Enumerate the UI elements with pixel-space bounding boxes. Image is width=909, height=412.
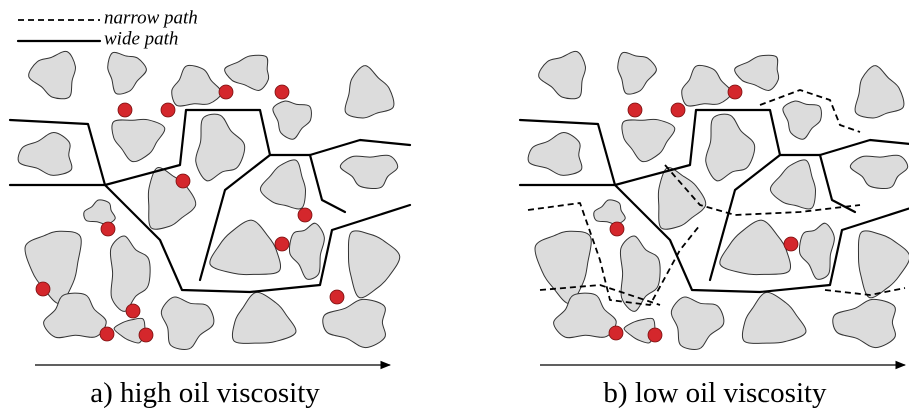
contact-point [784, 237, 798, 251]
grain [18, 132, 72, 175]
contact-point [161, 103, 175, 117]
wide-path [820, 155, 855, 212]
figure: narrow path wide path a) high oil viscos… [0, 0, 909, 412]
grain [112, 119, 165, 161]
grain [110, 236, 150, 311]
contact-point [100, 327, 114, 341]
page: narrow path wide path a) high oil viscos… [0, 0, 909, 412]
contact-point [139, 328, 153, 342]
grain [273, 101, 312, 139]
grain [622, 119, 675, 161]
contact-point [36, 282, 50, 296]
grain [618, 52, 657, 94]
grain [108, 52, 147, 94]
contact-point [628, 103, 642, 117]
grain [620, 236, 660, 311]
contact-point [728, 85, 742, 99]
contact-point [610, 222, 624, 236]
grain [783, 101, 822, 139]
contact-point [298, 208, 312, 222]
grain [833, 299, 896, 347]
contact-point [671, 103, 685, 117]
grain [323, 299, 386, 347]
grain [348, 231, 399, 298]
grain [345, 66, 394, 118]
legend-label: wide path [104, 28, 178, 49]
grain [84, 200, 116, 225]
grain [289, 223, 324, 279]
grains [18, 51, 909, 349]
contact-point [609, 326, 623, 340]
contact-point [118, 103, 132, 117]
grain [799, 223, 834, 279]
contact-point [101, 222, 115, 236]
grain [706, 114, 755, 181]
contact-point [275, 237, 289, 251]
caption: b) low oil viscosity [603, 377, 827, 409]
grain [720, 220, 791, 274]
grain [210, 220, 281, 274]
grain [682, 65, 732, 106]
grain [855, 66, 904, 118]
caption: a) high oil viscosity [90, 377, 320, 409]
grain [196, 114, 245, 181]
grain [340, 155, 397, 188]
wide-path [310, 155, 345, 212]
contact-point [648, 328, 662, 342]
grain [850, 155, 907, 188]
contact-point [275, 85, 289, 99]
grain [735, 55, 779, 90]
grain [858, 231, 909, 298]
grain [528, 132, 582, 175]
grain [658, 168, 705, 230]
legend-label: narrow path [104, 7, 198, 28]
grain [539, 51, 586, 98]
grain [29, 51, 76, 98]
contact-point [330, 290, 344, 304]
grain [172, 65, 222, 106]
grain [161, 297, 214, 349]
grain [594, 200, 626, 225]
grain [232, 292, 296, 343]
grain [742, 292, 806, 343]
grain [260, 160, 305, 209]
grain [671, 297, 724, 349]
contact-point [176, 174, 190, 188]
grain [770, 160, 815, 209]
contact-point [219, 85, 233, 99]
grain [225, 55, 269, 90]
contact-point [126, 304, 140, 318]
